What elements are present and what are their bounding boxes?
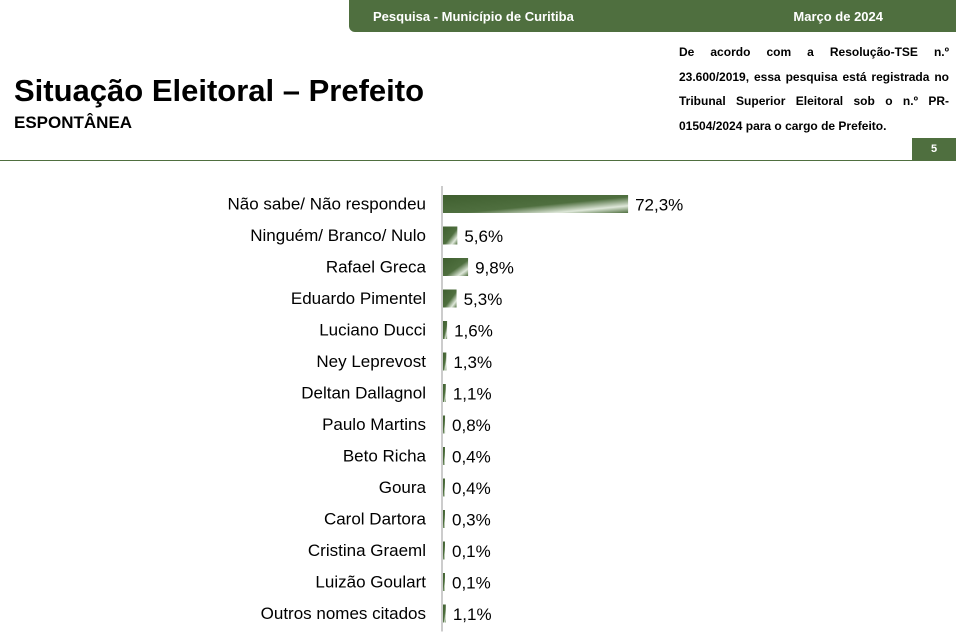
data-label: 9,8% [475, 259, 514, 278]
bar [443, 258, 469, 276]
bar [443, 226, 458, 245]
category-label: Ninguém/ Branco/ Nulo [250, 226, 426, 245]
chart-bars: Não sabe/ Não respondeu 72,3% Ninguém/ Bra… [228, 195, 684, 625]
date-label: Março de 2024 [793, 9, 883, 24]
data-label: 5,3% [464, 290, 503, 309]
data-label: 0,8% [452, 416, 491, 435]
data-label: 0,4% [452, 448, 491, 467]
category-label: Deltan Dallagnol [301, 384, 426, 403]
bar [443, 384, 446, 402]
bar [443, 447, 445, 465]
category-label: Eduardo Pimentel [291, 289, 426, 308]
page-subtitle: ESPONTÂNEA [14, 113, 133, 132]
category-label: Não sabe/ Não respondeu [228, 195, 426, 214]
category-label: Cristina Graeml [308, 541, 426, 560]
legal-notice: De acordo com a Resolução-TSE n.º 23.600… [679, 45, 949, 133]
bar [443, 604, 446, 623]
category-label: Beto Richa [343, 447, 427, 466]
bar [443, 541, 445, 560]
data-label: 0,4% [452, 479, 491, 498]
data-label: 5,6% [464, 227, 503, 246]
category-label: Luciano Ducci [319, 321, 426, 340]
bar [443, 352, 447, 371]
category-label: Outros nomes citados [261, 604, 426, 623]
data-label: 1,1% [453, 385, 492, 404]
data-label: 0,1% [452, 542, 491, 561]
bar [443, 289, 457, 308]
category-label: Ney Leprevost [316, 352, 426, 371]
data-label: 1,6% [454, 322, 493, 341]
page-title: Situação Eleitoral – Prefeito [14, 73, 425, 108]
category-label: Goura [379, 478, 427, 497]
category-label: Rafael Greca [326, 258, 427, 277]
data-label: 1,3% [453, 353, 492, 372]
bar [443, 573, 445, 591]
data-label: 0,1% [452, 574, 491, 593]
data-label: 1,1% [453, 605, 492, 624]
bar [443, 510, 445, 528]
category-label: Luizão Goulart [315, 573, 426, 592]
bar [443, 195, 629, 213]
top-banner: Pesquisa - Município de Curitiba Março d… [349, 0, 956, 32]
survey-label: Pesquisa - Município de Curitiba [373, 9, 574, 24]
bar-chart: Não sabe/ Não respondeu 72,3% Ninguém/ Bra… [228, 186, 684, 632]
bar [443, 415, 446, 434]
page-number-badge: 5 [912, 138, 956, 160]
bar [443, 478, 445, 497]
category-label: Paulo Martins [322, 415, 426, 434]
data-label: 72,3% [635, 196, 683, 215]
data-label: 0,3% [452, 511, 491, 530]
header-divider [0, 160, 956, 161]
bar [443, 321, 448, 339]
category-label: Carol Dartora [324, 510, 427, 529]
